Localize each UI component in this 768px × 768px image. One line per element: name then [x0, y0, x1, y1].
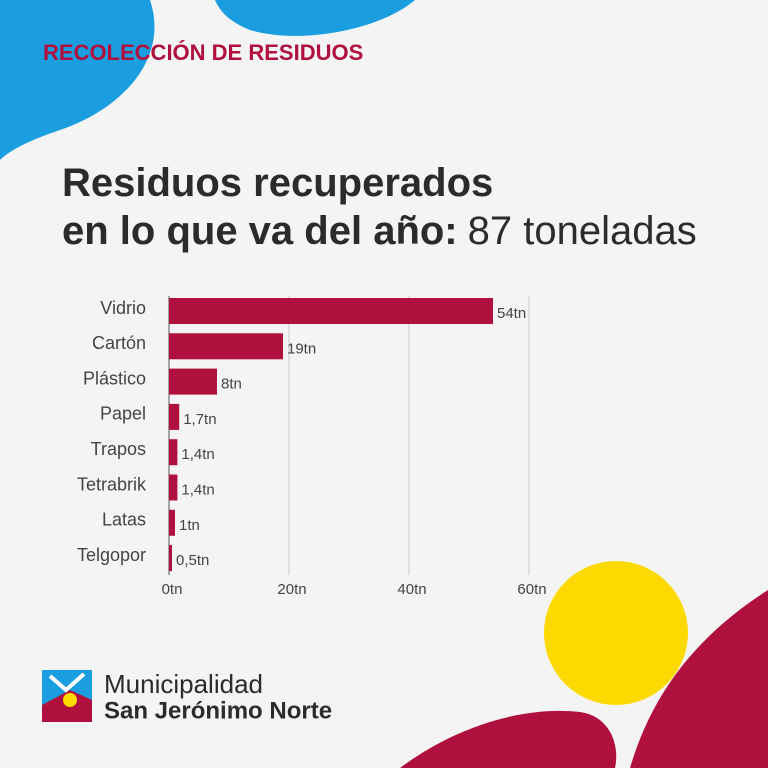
title-bold-line: Residuos recuperados [62, 161, 493, 205]
header: RECOLECCIÓN DE RESIDUOS [43, 40, 363, 65]
title: Residuos recuperados en lo que va del año… [62, 161, 697, 253]
x-tick-label: 60tn [517, 581, 546, 598]
bar [169, 545, 172, 572]
value-label: 1,4tn [181, 446, 214, 463]
title-rest: 87 toneladas [468, 209, 697, 253]
bar [169, 368, 217, 395]
x-tick-label: 20tn [277, 581, 306, 598]
y-tick-label: Plástico [83, 368, 146, 388]
y-tick-label: Trapos [91, 439, 146, 459]
chart: 0tn 20tn 40tn 60tn Vidrio 54tn Cartón 19tn Plást… [77, 296, 547, 598]
blob-top [215, 0, 415, 36]
value-label: 1tn [179, 517, 200, 534]
value-label: 1,4tn [181, 481, 214, 498]
logo-icon [42, 670, 92, 722]
y-tick-label: Vidrio [100, 298, 146, 318]
bar [169, 298, 493, 324]
value-label: 0,5tn [176, 552, 209, 569]
y-tick-label: Telgopor [77, 545, 146, 565]
logo-line2: San Jerónimo Norte [104, 697, 332, 724]
blob-bottom-right [630, 590, 768, 768]
logo-dot [63, 693, 77, 707]
y-tick-label: Latas [102, 510, 146, 530]
logo-stroke [48, 672, 86, 693]
y-tick-label: Cartón [92, 333, 146, 353]
y-tick-label: Tetrabrik [77, 474, 147, 494]
title-bold: en lo que va del año: [62, 209, 458, 253]
yellow-circle [544, 561, 688, 705]
bar [169, 439, 178, 466]
bar [169, 474, 178, 501]
value-label: 8tn [221, 376, 242, 393]
value-label: 1,7tn [183, 411, 216, 428]
bar [169, 333, 283, 360]
value-label: 54tn [497, 305, 526, 322]
x-tick-label: 0tn [162, 581, 183, 598]
bar [169, 403, 180, 430]
y-tick-label: Papel [100, 404, 146, 424]
bar [169, 509, 175, 536]
blob-bottom [400, 710, 617, 768]
value-label: 19tn [287, 340, 316, 357]
blob-top-left [0, 0, 155, 160]
logo-line1: Municipalidad [104, 669, 263, 699]
x-tick-label: 40tn [397, 581, 426, 598]
